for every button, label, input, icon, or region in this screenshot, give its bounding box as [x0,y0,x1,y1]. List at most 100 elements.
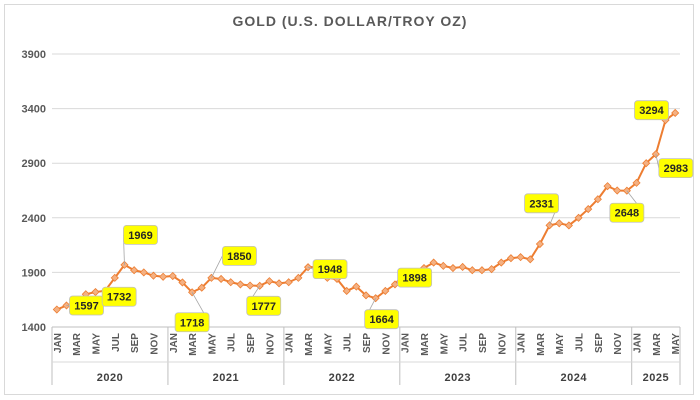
y-tick-label: 1900 [22,267,46,279]
y-tick-label: 1400 [22,322,46,334]
x-tick-label: MAY [91,333,102,355]
data-label-box [174,312,210,333]
x-tick-label: JUL [227,333,238,352]
data-label-box [397,267,433,288]
chart-title: GOLD (U.S. DOLLAR/TROY OZ) [233,13,468,29]
x-tick-label: NOV [497,333,508,355]
data-point [448,263,458,273]
x-tick-label: JAN [517,333,528,353]
data-point [91,287,100,297]
data-label: 1969 [128,230,152,242]
data-label: 1597 [74,300,98,312]
x-tick-label: MAR [72,332,83,356]
year-label: 2025 [643,372,669,384]
x-tick-label: NOV [613,333,624,355]
chart-area [4,4,694,395]
series-line [56,112,676,311]
data-label: 2648 [615,208,639,220]
data-point [555,219,564,228]
data-label-leader [307,266,314,270]
data-label: 3294 [639,105,664,117]
year-label: 2022 [329,372,355,384]
x-tick-label: JUL [575,333,586,352]
data-point [564,221,573,230]
data-point [468,266,477,275]
data-point [516,253,525,262]
data-point [632,178,641,187]
x-tick-label: JAN [53,333,64,353]
x-tick-label: JAN [285,333,296,353]
data-point [535,239,544,249]
year-label: 2023 [445,372,471,384]
data-point [352,282,361,291]
x-tick-label: MAR [536,332,547,356]
x-axis: JAN MAR MAY JUL SEP NOV JAN MAR MAY JUL SEP NOV JAN M… [51,326,682,385]
data-label-box [222,245,257,266]
data-point [603,182,612,191]
x-tick-label: MAR [304,332,315,356]
data-point [110,273,119,282]
data-label-box [312,259,348,280]
year-label: 2021 [213,372,239,384]
x-tick-label: MAY [671,333,682,355]
x-tick-label: MAY [207,333,218,355]
data-point [168,271,177,281]
data-point [197,283,206,292]
data-point [497,258,506,267]
data-label: 1718 [180,317,204,329]
x-tick-label: JAN [633,333,644,353]
data-label: 1777 [251,301,275,313]
x-tick-label: NOV [381,333,392,355]
data-label-box [101,286,137,307]
y-tick-label: 3900 [22,49,46,61]
data-label-box [609,202,645,223]
data-point [487,265,496,274]
data-point [139,268,148,277]
data-labels: 1597 1732 1969 1718 1850 1777 1948 1664 1898 2331… [66,100,694,333]
data-point [130,266,139,275]
year-label: 2024 [560,372,587,384]
data-point [526,255,535,264]
x-tick-label: SEP [594,333,605,353]
x-tick-label: SEP [362,333,373,353]
y-tick-label: 3400 [22,104,46,116]
data-label-box [634,100,669,121]
data-label: 2331 [529,198,553,210]
y-tick-label: 2900 [22,158,46,170]
x-tick-label: MAR [188,332,199,356]
x-tick-label: SEP [130,333,141,353]
data-point [274,279,284,288]
x-tick-label: SEP [478,333,489,353]
data-point [342,286,351,296]
y-tick-label: 2400 [22,213,46,225]
data-point [294,273,303,282]
x-tick-label: MAY [323,333,334,355]
x-tick-label: NOV [149,333,160,355]
data-label: 1898 [402,273,426,285]
x-tick-label: MAY [555,333,566,355]
data-label-box [524,193,559,214]
data-point [506,254,515,263]
x-tick-label: JUL [343,333,354,352]
data-point [159,272,168,281]
year-label: 2020 [97,372,123,384]
data-point [52,305,61,314]
data-point [236,280,245,289]
x-tick-label: MAR [420,332,431,356]
data-label: 1850 [227,251,251,263]
data-label-box [658,158,694,179]
data-point [381,286,390,296]
data-point [429,258,438,267]
data-point [226,278,235,287]
data-point [217,274,226,284]
data-label: 1664 [369,314,394,326]
data-label: 1948 [318,264,342,276]
data-point [439,261,448,270]
gold-price-series [52,108,680,314]
x-tick-label: JAN [169,333,180,353]
data-point [265,277,274,286]
data-point [593,195,602,204]
x-tick-label: NOV [265,333,276,355]
x-tick-label: MAR [652,332,663,356]
